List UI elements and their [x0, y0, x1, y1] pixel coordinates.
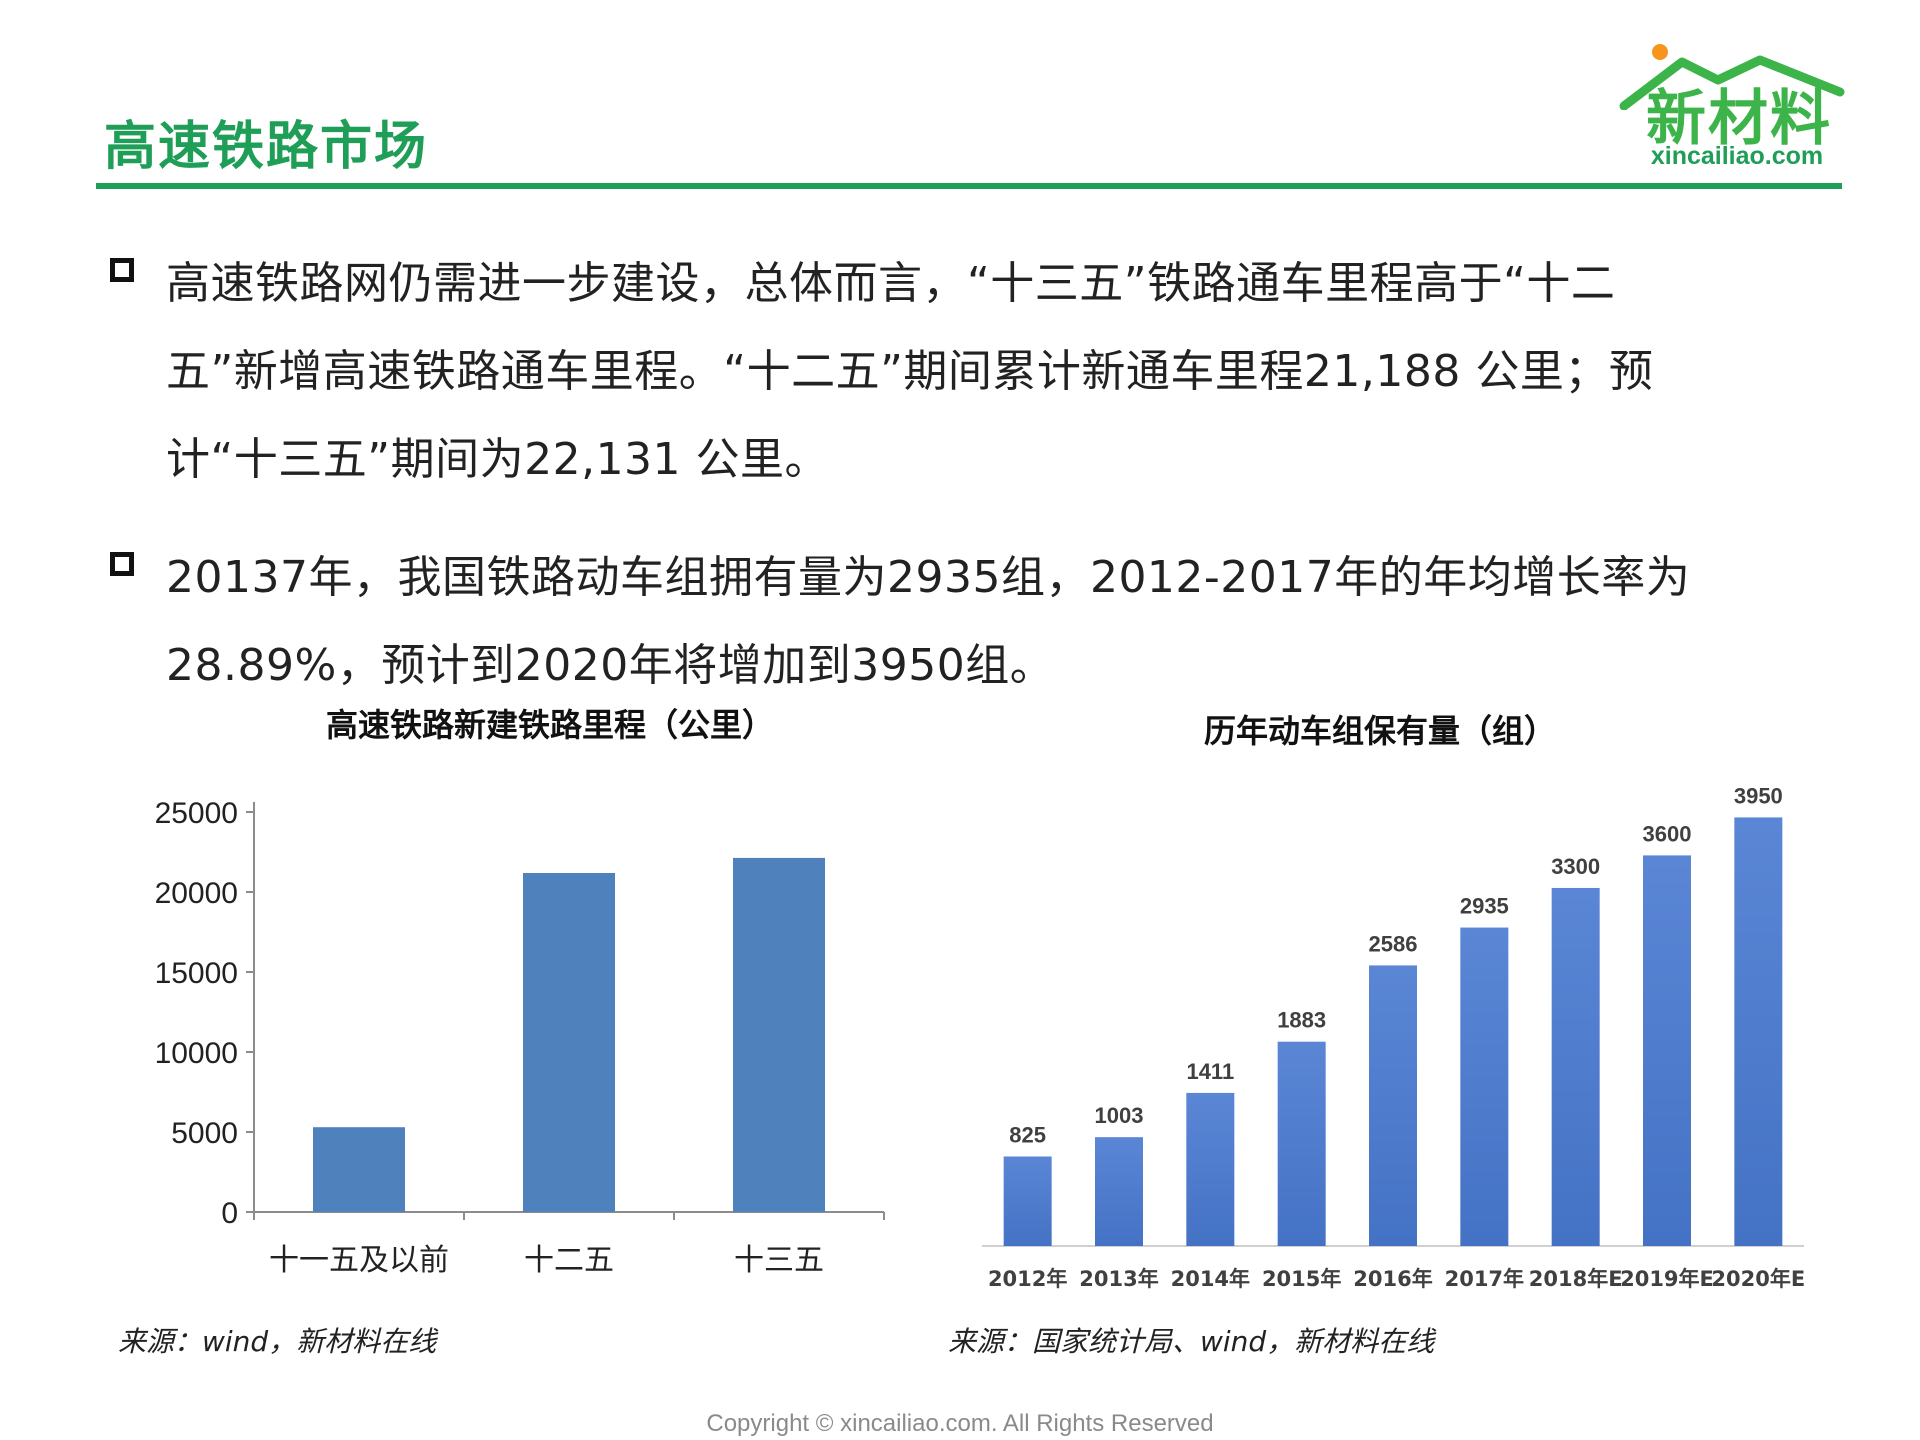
bar: [1460, 927, 1509, 1246]
square-bullet-icon: [110, 552, 134, 576]
y-tick-label: 15000: [155, 957, 238, 990]
page-title: 高速铁路市场: [104, 117, 429, 177]
bar: [1734, 817, 1783, 1246]
x-tick-label: 2020年E: [1711, 1267, 1805, 1291]
x-tick-label: 2016年: [1353, 1267, 1432, 1291]
bullet-text: 20137年，我国铁路动车组拥有量为2935组，2012-2017年的年均增长率…: [166, 552, 1691, 691]
data-label: 1411: [1186, 1059, 1234, 1084]
y-tick-label: 10000: [155, 1037, 238, 1070]
logo-text: 新材料: [1646, 84, 1832, 154]
y-tick-label: 25000: [155, 797, 238, 830]
bar: [1643, 855, 1691, 1246]
chart-title: 历年动车组保有量（组）: [1203, 712, 1556, 750]
x-tick-label: 2018年E: [1529, 1267, 1623, 1291]
x-tick-label: 2014年: [1171, 1267, 1250, 1291]
data-label: 1003: [1095, 1103, 1144, 1128]
source-note: 来源：wind，新材料在线: [118, 1325, 437, 1358]
bar: [733, 857, 825, 1212]
logo-url: xincailiao.com: [1650, 142, 1824, 170]
copyright-notice: Copyright © xincailiao.com. All Rights R…: [706, 1410, 1214, 1437]
y-tick-label: 0: [221, 1197, 238, 1230]
data-label: 2935: [1460, 894, 1509, 919]
data-label: 825: [1009, 1122, 1046, 1147]
chart-title: 高速铁路新建铁路里程（公里）: [325, 706, 774, 744]
bar: [523, 872, 615, 1212]
bar: [1551, 887, 1600, 1246]
bar: [1003, 1156, 1052, 1246]
bar: [1186, 1092, 1235, 1246]
y-tick-label: 20000: [155, 877, 238, 910]
bar: [1095, 1137, 1143, 1246]
data-label: 2586: [1369, 931, 1418, 956]
x-tick-label: 2013年: [1079, 1267, 1158, 1291]
x-tick-label: 十一五及以前: [269, 1243, 449, 1278]
y-tick-label: 5000: [171, 1117, 238, 1150]
x-tick-label: 2017年: [1445, 1267, 1524, 1291]
logo-roof-icon: [1619, 44, 1845, 110]
x-tick-label: 2015年: [1262, 1267, 1341, 1291]
x-tick-label: 十三五: [734, 1243, 824, 1278]
bar: [1369, 965, 1417, 1246]
data-label: 3300: [1551, 854, 1600, 879]
bullet-text: 高速铁路网仍需进一步建设，总体而言，“十三五”铁路通车里程高于“十二 五”新增高…: [166, 258, 1654, 485]
source-note: 来源：国家统计局、wind，新材料在线: [948, 1325, 1435, 1358]
x-tick-label: 2012年: [988, 1267, 1067, 1291]
x-tick-label: 2019年E: [1620, 1267, 1714, 1291]
bullet-item: 高速铁路网仍需进一步建设，总体而言，“十三五”铁路通车里程高于“十二 五”新增高…: [110, 240, 1820, 504]
data-label: 3600: [1643, 821, 1692, 846]
data-label: 3950: [1734, 783, 1783, 808]
x-tick-label: 十二五: [524, 1243, 614, 1278]
square-bullet-icon: [110, 258, 134, 282]
logo: 新材料 xincailiao.com: [1610, 40, 1850, 170]
title-divider: [96, 183, 1842, 189]
bar: [313, 1127, 405, 1212]
bar: [1277, 1041, 1326, 1246]
bullet-item: 20137年，我国铁路动车组拥有量为2935组，2012-2017年的年均增长率…: [110, 534, 1820, 710]
data-label: 1883: [1277, 1008, 1326, 1033]
